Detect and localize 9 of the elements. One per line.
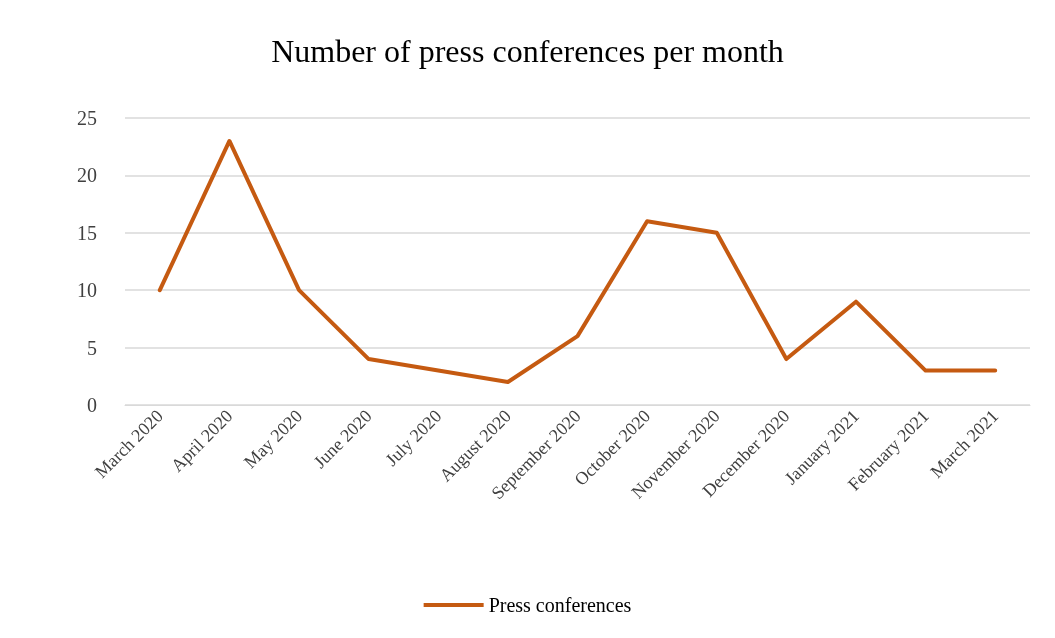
y-tick-label: 20 — [77, 164, 97, 187]
chart-title: Number of press conferences per month — [271, 33, 784, 69]
legend-label: Press conferences — [488, 594, 632, 616]
y-tick-label: 15 — [77, 221, 97, 244]
y-tick-label: 5 — [87, 336, 97, 359]
y-tick-label: 25 — [77, 107, 97, 129]
y-tick-label: 0 — [87, 394, 97, 416]
y-tick-label: 10 — [77, 279, 97, 302]
line-series — [157, 138, 998, 385]
